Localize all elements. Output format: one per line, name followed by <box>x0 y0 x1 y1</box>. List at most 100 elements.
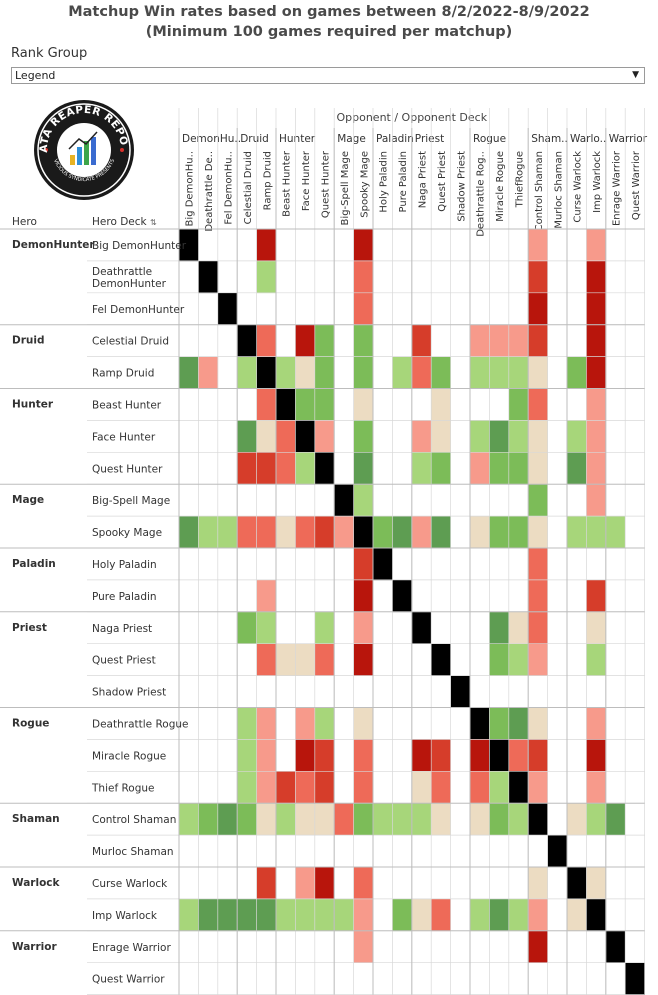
heatmap-cell <box>508 803 529 836</box>
heatmap-cell <box>586 516 607 549</box>
row-deck-label: Thief Rogue <box>91 782 155 794</box>
heatmap-cell <box>256 356 277 389</box>
heatmap-cell <box>256 611 277 644</box>
heatmap-cell <box>353 516 374 549</box>
rank-group-label: Rank Group <box>11 46 88 61</box>
heatmap-cell <box>353 388 374 421</box>
heatmap-cell <box>256 739 277 772</box>
heatmap-cell <box>586 324 607 357</box>
heatmap-cell <box>605 516 626 549</box>
heatmap-cell <box>508 898 529 932</box>
heatmap-cell <box>276 516 296 549</box>
heatmap-cell <box>237 516 257 549</box>
heatmap-cell <box>198 260 219 294</box>
heatmap-cell <box>411 356 432 389</box>
heatmap-cell <box>256 516 277 549</box>
heatmap-cell <box>295 867 316 900</box>
heatmap-cell <box>528 292 548 325</box>
heatmap-cell <box>256 229 277 262</box>
sort-icon[interactable]: ⇅ <box>150 218 157 227</box>
row-class-label: Paladin <box>12 558 56 570</box>
heatmap-cell <box>314 898 335 932</box>
heatmap-cell <box>470 452 490 485</box>
heatmap-cell <box>256 579 277 613</box>
column-deck-label: Ramp Druid <box>262 151 273 210</box>
column-deck-label: Quest Warrior <box>631 150 642 220</box>
heatmap-cell <box>528 771 548 804</box>
heatmap-cell <box>431 643 451 676</box>
row-deck-label: Beast Hunter <box>92 399 162 411</box>
heatmap-cell <box>353 739 374 772</box>
row-class-label: Warlock <box>12 877 61 889</box>
column-deck-label: Holy Paladin <box>379 151 390 213</box>
heatmap-cell <box>237 739 257 772</box>
row-class-label: Hunter <box>12 399 54 411</box>
heatmap-cell <box>353 771 374 804</box>
heatmap-cell <box>528 516 548 549</box>
rank-group-select[interactable]: Legend ▼ <box>11 67 645 84</box>
heatmap-cell <box>276 898 296 932</box>
row-deck-label: Face Hunter <box>92 431 156 443</box>
heatmap-cell <box>586 452 607 485</box>
column-class-label: Priest <box>415 133 444 145</box>
heatmap-cell <box>295 356 316 389</box>
row-class-label: Shaman <box>12 813 60 825</box>
heatmap-cell <box>276 803 296 836</box>
heatmap-cell <box>392 898 413 932</box>
row-deck-label: Quest Hunter <box>92 463 163 475</box>
heatmap-cell <box>353 229 374 262</box>
heatmap-cell <box>586 579 607 613</box>
heatmap-cell <box>431 739 451 772</box>
heatmap-cell <box>508 452 529 485</box>
column-class-label: Mage <box>337 133 366 145</box>
hero-deck-axis-title: Hero Deck <box>92 216 148 228</box>
column-deck-label: Big DemonHu.. <box>185 151 196 226</box>
heatmap-cell <box>411 803 432 836</box>
heatmap-cell <box>295 452 316 485</box>
row-deck-label: Quest Priest <box>92 655 156 667</box>
heatmap-cell <box>353 484 374 517</box>
column-deck-label: Miracle Rogue <box>495 151 506 222</box>
heatmap-cell <box>295 324 316 357</box>
heatmap-cell <box>567 356 587 389</box>
heatmap-cell <box>528 803 548 836</box>
heatmap-cell <box>625 962 645 995</box>
heatmap-cell <box>431 771 451 804</box>
heatmap-cell <box>586 898 607 932</box>
heatmap-cell <box>470 324 490 357</box>
row-deck-label: Miracle Rogue <box>92 750 166 762</box>
heatmap-cell <box>353 898 374 932</box>
heatmap-cell <box>295 707 316 740</box>
column-deck-label: Shadow Priest <box>456 151 467 222</box>
heatmap-cell <box>508 707 529 740</box>
heatmap-cell <box>528 898 548 932</box>
heatmap-cell <box>489 771 510 804</box>
heatmap-cell <box>528 739 548 772</box>
heatmap-cell <box>411 452 432 485</box>
heatmap-cell <box>605 803 626 836</box>
heatmap-cell <box>353 643 374 676</box>
heatmap-cell <box>431 452 451 485</box>
column-deck-label: Naga Priest <box>418 151 429 208</box>
heatmap-cell <box>353 324 374 357</box>
heatmap-cell <box>547 835 568 868</box>
heatmap-cell <box>256 324 277 357</box>
heatmap-cell <box>217 803 238 836</box>
heatmap-cell <box>586 292 607 325</box>
heatmap-cell <box>237 771 257 804</box>
heatmap-cell <box>489 420 510 453</box>
column-deck-label: Control Shaman <box>534 151 545 231</box>
column-deck-label: Imp Warlock <box>592 151 603 213</box>
row-deck-label: Spooky Mage <box>92 527 162 539</box>
heatmap-cell <box>489 898 510 932</box>
heatmap-cell <box>508 356 529 389</box>
heatmap-cell <box>276 643 296 676</box>
heatmap-cell <box>179 898 199 932</box>
heatmap-cell <box>276 771 296 804</box>
heatmap-cell <box>334 898 354 932</box>
chevron-down-icon: ▼ <box>632 70 639 80</box>
column-class-label: Sham.. <box>531 133 568 145</box>
row-class-label: Priest <box>12 622 47 634</box>
heatmap-cell <box>431 388 451 421</box>
heatmap-cell <box>411 771 432 804</box>
